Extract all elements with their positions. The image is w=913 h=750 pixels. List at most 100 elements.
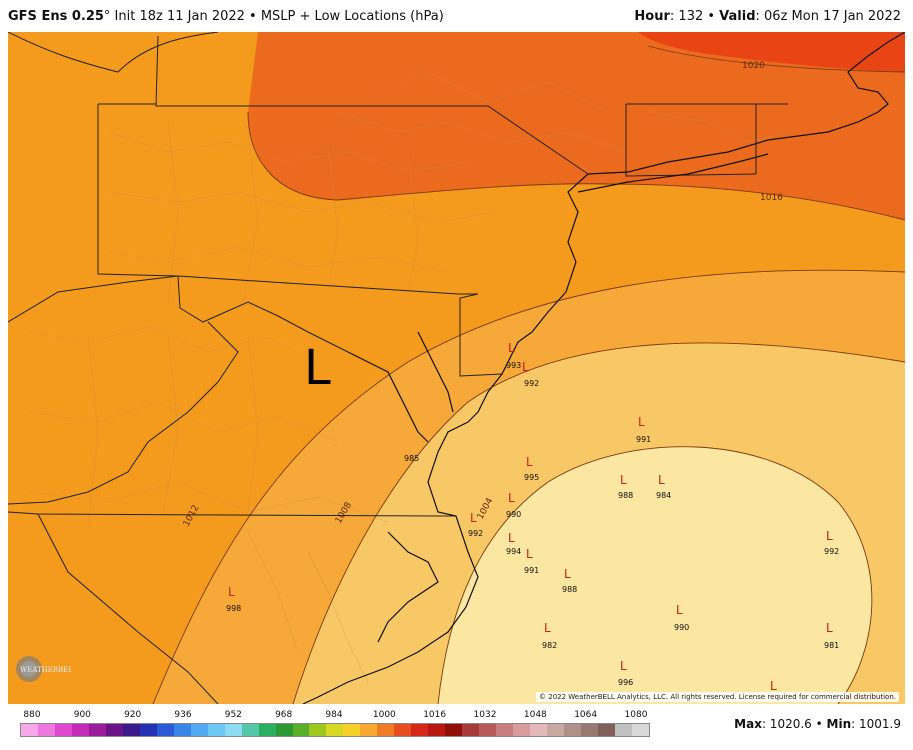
atlantic-coast (302, 173, 589, 704)
low-value: 992 (824, 547, 839, 556)
colorbar-swatch (513, 724, 531, 736)
shade-below-1004 (438, 446, 872, 704)
field-stats: Max: 1020.6 • Min: 1001.9 (734, 717, 901, 731)
valid-value: : 06z Mon 17 Jan 2022 (755, 9, 901, 24)
low-value: 988 (618, 491, 633, 500)
low-symbol: L (620, 473, 627, 487)
low-value: 994 (506, 547, 521, 556)
colorbar-swatch (207, 724, 225, 736)
colorbar-swatch (326, 724, 344, 736)
valid-separator: • (703, 9, 720, 24)
low-symbol: L (770, 679, 777, 693)
isobar-lines (152, 45, 905, 704)
low-value: 996 (618, 678, 633, 687)
colorbar-swatch (445, 724, 463, 736)
nc-sc-border (37, 513, 219, 704)
low-symbol: L (658, 473, 665, 487)
colorbar-swatch (173, 724, 191, 736)
low-value: 998 (226, 604, 241, 613)
isobar-label: 1020 (742, 61, 765, 71)
low-value: 988 (562, 585, 577, 594)
degree-mark: ° (103, 9, 111, 24)
colorbar-tick-label: 1032 (473, 710, 497, 720)
colorbar-tick-label: 880 (23, 710, 41, 720)
md-wv-border (177, 275, 349, 353)
colorbar-swatch (241, 724, 259, 736)
va-nc-border (8, 511, 456, 517)
colorbar-swatch (580, 724, 598, 736)
lake-ontario-shore (8, 32, 219, 73)
low-value: 981 (824, 641, 839, 650)
colorbar-swatch (224, 724, 242, 736)
chesapeake-west (347, 351, 429, 443)
svg-text:WEATHERBELL: WEATHERBELL (20, 666, 72, 674)
oh-wv-border (8, 275, 179, 323)
low-value: 992 (468, 529, 483, 538)
valid-time: Hour: 132 • Valid: 06z Mon 17 Jan 2022 (634, 9, 901, 24)
pressure-colorbar (20, 723, 650, 737)
colorbar-swatch (21, 724, 38, 736)
isobar-1012 (152, 269, 905, 704)
colorbar-tick-label: 1016 (423, 710, 447, 720)
colorbar-swatch (479, 724, 497, 736)
hour-label: Hour (634, 9, 670, 24)
colorbar-swatch (428, 724, 446, 736)
field-name: MSLP + Low Locations (hPa) (260, 9, 444, 24)
weatherbell-logo: WEATHERBELL (16, 656, 72, 682)
low-symbol: L (544, 621, 551, 635)
colorbar-tick-label: 952 (224, 710, 242, 720)
low-value: 993 (506, 361, 521, 370)
low-symbol: L (508, 531, 515, 545)
low-value: 990 (506, 510, 521, 519)
long-island (577, 153, 769, 193)
colorbar-swatch (292, 724, 310, 736)
colorbar-swatch (564, 724, 581, 736)
low-symbol: L (526, 547, 533, 561)
colorbar-tick-label: 968 (275, 710, 293, 720)
model-name: GFS Ens 0.25 (8, 9, 104, 24)
lake-erie-shore (155, 35, 159, 107)
low-symbol: L (620, 659, 627, 673)
colorbar-tick-label: 900 (73, 710, 91, 720)
shade-above-1020 (638, 32, 905, 72)
init-time: Init 18z 11 Jan 2022 (110, 9, 245, 24)
colorbar-tick-label: 984 (325, 710, 343, 720)
low-symbol: L (564, 567, 571, 581)
county-borders (27, 71, 789, 683)
colorbar-swatch (462, 724, 480, 736)
colorbar-tick-label: 936 (174, 710, 192, 720)
max-value: : 1020.6 (761, 717, 812, 731)
title-separator: • (244, 9, 261, 24)
isobar-1004 (437, 446, 873, 704)
low-symbol: L (508, 491, 515, 505)
colorbar-swatch (360, 724, 378, 736)
low-symbol: L (526, 455, 533, 469)
colorbar-tick-label: 920 (124, 710, 142, 720)
colorbar-swatch (37, 724, 55, 736)
isobar-label: 1016 (760, 193, 783, 203)
max-label: Max (734, 717, 762, 731)
de-border (459, 293, 503, 377)
colorbar-tick-label: 1080 (624, 710, 648, 720)
min-label: Min (826, 717, 852, 731)
colorbar-swatch (530, 724, 548, 736)
low-symbol: L (826, 529, 833, 543)
low-symbol: L (508, 341, 515, 355)
colorbar-swatch (275, 724, 293, 736)
colorbar-ticks: 880 900 920 936 952 968 984 1000 1016 1032 1048 106… (20, 710, 648, 722)
low-symbol: L (638, 415, 645, 429)
colorbar-swatch (377, 724, 395, 736)
isobar-1020 (647, 45, 905, 73)
colorbar-swatch (614, 724, 632, 736)
min-value: : 1001.9 (851, 717, 901, 731)
map-title: GFS Ens 0.25° Init 18z 11 Jan 2022 • MSL… (8, 9, 444, 24)
low-symbol: L (826, 621, 833, 635)
member-low-markers: L L L L L L L L L L L L L L L L L L (228, 341, 833, 693)
colorbar-swatch (394, 724, 412, 736)
member-low-values: 993 992 991 995 988 984 990 992 994 991 … (226, 361, 839, 687)
low-symbol: L (470, 511, 477, 525)
colorbar-tick-label: 1064 (574, 710, 598, 720)
low-value: 991 (636, 435, 651, 444)
colorbar-swatch (597, 724, 615, 736)
low-value: 992 (524, 379, 539, 388)
